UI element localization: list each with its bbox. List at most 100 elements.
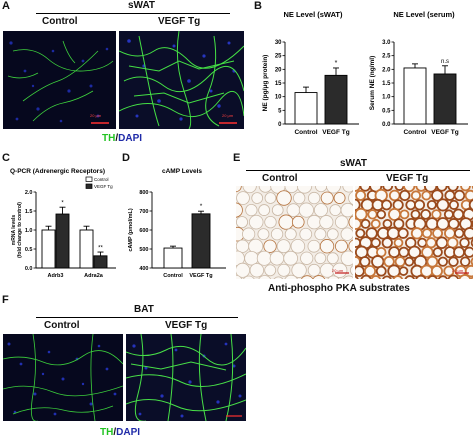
y-tick-label: 5 — [278, 108, 282, 114]
adipocyte — [355, 207, 368, 221]
adipocyte — [471, 219, 473, 228]
panel-f-tg-label: VEGF Tg — [165, 320, 208, 331]
adipocyte — [382, 186, 394, 192]
significance-marker: * — [61, 201, 64, 207]
bar-vegf-tg — [433, 73, 457, 125]
y-tick-label: 2.0 — [25, 190, 33, 196]
adipocyte — [360, 218, 371, 229]
x-tick-label: Control — [403, 129, 426, 136]
adipocyte — [264, 192, 277, 204]
adipocyte — [319, 239, 335, 254]
adipocyte — [382, 275, 392, 279]
adipocyte — [236, 274, 243, 279]
adipocyte — [463, 246, 473, 258]
adipocyte — [421, 246, 434, 259]
panel-letter-e: E — [233, 152, 241, 164]
adipocyte — [278, 214, 294, 230]
panel-f-control-micrograph — [3, 334, 123, 421]
adipocyte — [242, 227, 256, 241]
adipocyte — [437, 256, 449, 267]
adipocyte — [307, 263, 321, 277]
chart-title: cAMP Levels — [162, 168, 202, 175]
adipocyte — [447, 218, 460, 230]
adipocyte — [432, 227, 444, 239]
adipocyte — [307, 214, 322, 230]
y-axis-label: cAMP (pmol/mL) — [128, 208, 134, 251]
significance-marker: n.s — [441, 59, 449, 65]
adipocyte — [386, 226, 400, 240]
adipocyte — [388, 189, 401, 202]
adipocyte — [334, 215, 349, 229]
adipocyte — [236, 191, 250, 205]
adipocyte — [312, 275, 326, 279]
adipocyte — [423, 186, 438, 193]
adipocyte — [404, 256, 415, 267]
adipocyte — [355, 228, 366, 239]
adipocyte — [370, 218, 381, 229]
panel-a-bracket — [36, 13, 230, 14]
legend-label: VEGF Tg — [94, 184, 113, 189]
y-tick-label: 0.0 — [382, 122, 391, 128]
adipocyte — [236, 216, 249, 229]
adipocyte — [470, 275, 473, 279]
adipocyte — [296, 186, 313, 194]
adipocyte — [245, 203, 258, 217]
adipocyte — [276, 190, 292, 206]
panel-a-control-label: Control — [42, 16, 78, 27]
adipocyte — [335, 239, 348, 253]
adipocyte — [432, 247, 443, 258]
panel-a-caption: TH/DAPI — [102, 133, 142, 144]
x-tick-label: VEGF Tg — [431, 129, 458, 136]
y-tick-label: 1.0 — [382, 95, 391, 101]
panel-f-caption: TH/DAPI — [100, 427, 140, 438]
adipocyte — [382, 218, 393, 229]
adipocyte — [370, 237, 381, 248]
adipocyte — [291, 215, 305, 229]
adipocyte — [436, 198, 450, 212]
panel-e-bracket — [246, 170, 470, 171]
x-tick-label: VEGF Tg — [189, 273, 212, 279]
adipocyte — [436, 186, 448, 192]
adipocyte — [376, 209, 387, 220]
adipocyte — [404, 275, 415, 279]
adipocyte — [414, 199, 426, 211]
adipocyte — [375, 265, 387, 277]
adipocyte — [415, 186, 427, 192]
adipocyte — [340, 250, 353, 266]
adipocyte — [307, 191, 321, 205]
adipocyte — [426, 199, 437, 210]
significance-marker: * — [335, 60, 338, 67]
panel-e-control-ihc — [236, 186, 353, 279]
th-label: TH — [102, 133, 116, 144]
adipocyte — [459, 237, 470, 249]
panel-letter-b: B — [254, 0, 262, 12]
adipocyte — [393, 237, 404, 248]
chart-title: NE Level (serum) — [393, 10, 455, 19]
panel-a-control-scale-bar: 20 μm — [90, 113, 102, 118]
caption-slash: / — [113, 427, 117, 438]
adipocyte — [251, 192, 264, 204]
panel-e-tg-label: VEGF Tg — [386, 173, 429, 184]
adipocyte — [448, 199, 459, 210]
adipocyte — [365, 227, 378, 240]
y-tick-label: 10 — [275, 95, 282, 101]
y-tick-label: 600 — [139, 228, 148, 234]
adipocyte — [381, 199, 393, 211]
adipocyte — [249, 263, 265, 278]
adipocyte — [431, 209, 442, 220]
panel-f-bracket — [36, 317, 238, 318]
adipocyte — [437, 275, 448, 279]
adipocyte — [435, 236, 449, 250]
adipocyte — [407, 245, 422, 259]
y-tick-label: 400 — [139, 266, 148, 272]
adipocyte — [421, 190, 432, 201]
adipocyte — [446, 236, 459, 249]
adipocyte — [398, 246, 410, 258]
adipocyte — [447, 274, 460, 279]
adipocyte — [468, 199, 473, 211]
adipocyte — [371, 255, 385, 269]
adipocyte — [355, 275, 359, 279]
y-tick-label: 0.5 — [382, 108, 391, 114]
adipocyte — [463, 227, 473, 240]
adipocyte — [453, 189, 466, 202]
